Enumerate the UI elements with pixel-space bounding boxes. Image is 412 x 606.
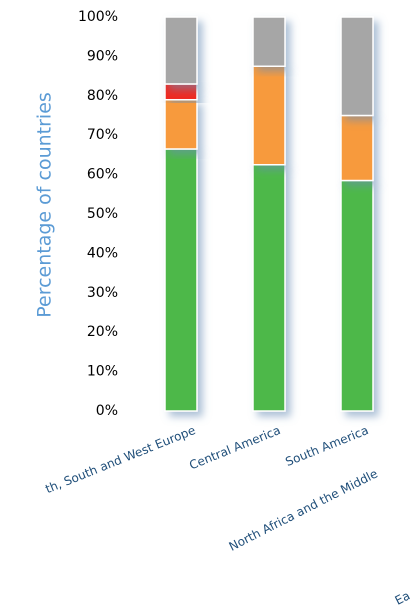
x-tick-label: Central America (187, 423, 282, 472)
y-tick-label: 10% (87, 364, 118, 380)
y-tick-label: 90% (87, 48, 118, 64)
bar-segment (164, 148, 198, 412)
bar-segment (340, 16, 374, 117)
bar-segment (340, 179, 374, 412)
bar-segment (164, 83, 198, 101)
x-tick-label: th, South and West Europe (43, 423, 197, 496)
y-tick-label: 100% (78, 9, 118, 25)
y-tick-label: 0% (96, 403, 118, 419)
y-tick-label: 70% (87, 127, 118, 143)
bar-segment (164, 98, 198, 150)
x-tick-label: South America (283, 423, 370, 469)
y-axis-title: Percentage of countries (34, 92, 56, 318)
y-tick-label: 40% (87, 245, 118, 261)
y-tick-label: 80% (87, 88, 118, 104)
y-tick-label: 60% (87, 167, 118, 183)
x-tick-label: Ea (393, 589, 412, 606)
bar-segment (340, 114, 374, 182)
bar-segment (252, 16, 286, 67)
bar-segment (252, 164, 286, 412)
x-tick-label: North Africa and the Middle (227, 466, 380, 553)
bar-segment (252, 65, 286, 166)
y-tick-label: 50% (87, 206, 118, 222)
y-tick-label: 30% (87, 285, 118, 301)
y-tick-label: 20% (87, 324, 118, 340)
bar-segment (164, 16, 198, 85)
